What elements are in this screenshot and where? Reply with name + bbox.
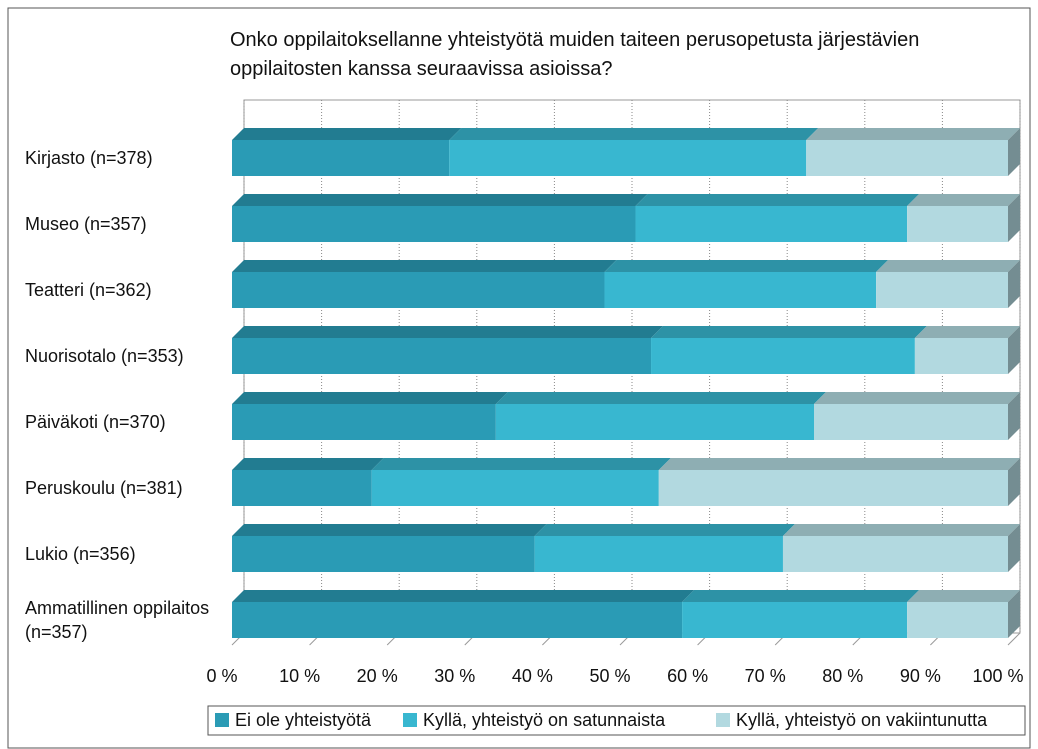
bar-side xyxy=(1008,590,1020,638)
bar-top xyxy=(232,194,648,206)
legend-label: Kyllä, yhteistyö on vakiintunutta xyxy=(736,710,988,730)
bar-side xyxy=(1008,392,1020,440)
legend-box xyxy=(207,705,1026,736)
bar-top xyxy=(232,326,664,338)
chart-title: Onko oppilaitoksellanne yhteistyötä muid… xyxy=(230,29,920,80)
y-tick-label: Nuorisotalo (n=353) xyxy=(25,346,184,366)
bar-top xyxy=(495,392,826,404)
y-tick-label: Museo (n=357) xyxy=(25,214,147,234)
bar xyxy=(232,338,652,374)
bar xyxy=(782,536,1008,572)
bar xyxy=(635,206,908,242)
x-tick-label: 90 % xyxy=(900,666,941,686)
bar-top xyxy=(232,590,695,602)
bar xyxy=(232,272,605,308)
x-tick-label: 40 % xyxy=(512,666,553,686)
bar-top xyxy=(782,524,1020,536)
bar xyxy=(604,272,877,308)
bar xyxy=(907,206,1008,242)
legend-label: Kyllä, yhteistyö on satunnaista xyxy=(423,710,666,730)
bar xyxy=(814,404,1008,440)
floor-tick xyxy=(1007,632,1021,646)
bar-top xyxy=(651,326,927,338)
bar xyxy=(371,470,659,506)
bar xyxy=(907,602,1008,638)
bar-top xyxy=(876,260,1020,272)
bar-top xyxy=(449,128,819,140)
bar xyxy=(534,536,783,572)
bar xyxy=(914,338,1008,374)
x-tick-label: 50 % xyxy=(589,666,630,686)
bar-side xyxy=(1008,260,1020,308)
bar-top xyxy=(806,128,1020,140)
x-tick-label: 100 % xyxy=(972,666,1023,686)
x-tick-label: 10 % xyxy=(279,666,320,686)
y-tick-label: Kirjasto (n=378) xyxy=(25,148,153,168)
bar-top xyxy=(371,458,671,470)
bar xyxy=(232,536,535,572)
bar-top xyxy=(232,524,547,536)
bar xyxy=(658,470,1008,506)
legend-swatch xyxy=(215,713,229,727)
bar-top xyxy=(232,128,462,140)
bar-top xyxy=(658,458,1020,470)
x-tick-label: 80 % xyxy=(822,666,863,686)
y-tick-label: Päiväkoti (n=370) xyxy=(25,412,166,432)
x-tick-label: 60 % xyxy=(667,666,708,686)
legend-swatch xyxy=(403,713,417,727)
bar xyxy=(232,206,636,242)
legend-label: Ei ole yhteistyötä xyxy=(235,710,372,730)
frame xyxy=(7,7,1031,749)
bar xyxy=(876,272,1008,308)
bar-top xyxy=(907,590,1020,602)
bar xyxy=(232,470,372,506)
bar-top xyxy=(534,524,795,536)
bar xyxy=(449,140,807,176)
x-tick-label: 70 % xyxy=(745,666,786,686)
y-tick-label: Peruskoulu (n=381) xyxy=(25,478,183,498)
bar xyxy=(232,602,683,638)
bar-top xyxy=(232,458,384,470)
bar-top xyxy=(232,392,508,404)
x-tick-label: 20 % xyxy=(357,666,398,686)
bar xyxy=(682,602,908,638)
bar-top xyxy=(682,590,920,602)
bar xyxy=(232,404,496,440)
bar-side xyxy=(1008,128,1020,176)
bar xyxy=(495,404,814,440)
bar-side xyxy=(1008,194,1020,242)
bar xyxy=(651,338,915,374)
bar-top xyxy=(914,326,1020,338)
bar-top xyxy=(907,194,1020,206)
bar-side xyxy=(1008,458,1020,506)
bar xyxy=(806,140,1008,176)
y-tick-label: Teatteri (n=362) xyxy=(25,280,152,300)
x-tick-label: 0 % xyxy=(206,666,237,686)
y-tick-label: Lukio (n=356) xyxy=(25,544,136,564)
bar-top xyxy=(232,260,617,272)
bar xyxy=(232,140,450,176)
y-tick-label: Ammatillinen oppilaitos (n=357) xyxy=(25,598,210,642)
legend-swatch xyxy=(716,713,730,727)
bar-top xyxy=(814,392,1020,404)
x-tick-label: 30 % xyxy=(434,666,475,686)
bar-top xyxy=(604,260,889,272)
bar-side xyxy=(1008,326,1020,374)
bar-top xyxy=(635,194,920,206)
bar-side xyxy=(1008,524,1020,572)
